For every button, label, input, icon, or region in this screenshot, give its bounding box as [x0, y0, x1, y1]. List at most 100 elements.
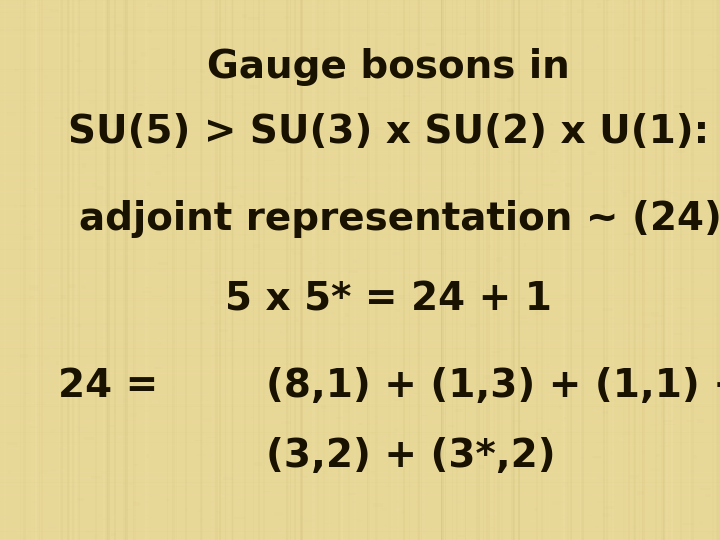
FancyBboxPatch shape — [452, 0, 453, 540]
FancyBboxPatch shape — [253, 0, 254, 540]
FancyBboxPatch shape — [611, 0, 614, 540]
FancyBboxPatch shape — [606, 0, 608, 540]
FancyBboxPatch shape — [105, 0, 108, 540]
FancyBboxPatch shape — [534, 0, 536, 540]
FancyBboxPatch shape — [338, 0, 341, 540]
FancyBboxPatch shape — [0, 392, 720, 393]
FancyBboxPatch shape — [490, 0, 492, 540]
FancyBboxPatch shape — [680, 0, 682, 540]
FancyBboxPatch shape — [461, 0, 463, 540]
Text: (3,2) + (3*,2): (3,2) + (3*,2) — [266, 437, 556, 475]
FancyBboxPatch shape — [489, 0, 492, 540]
FancyBboxPatch shape — [498, 0, 500, 540]
FancyBboxPatch shape — [0, 220, 720, 222]
FancyBboxPatch shape — [0, 36, 720, 37]
FancyBboxPatch shape — [177, 0, 179, 540]
FancyBboxPatch shape — [0, 53, 720, 55]
FancyBboxPatch shape — [0, 9, 720, 10]
FancyBboxPatch shape — [0, 427, 720, 428]
FancyBboxPatch shape — [69, 0, 70, 540]
FancyBboxPatch shape — [662, 0, 665, 540]
FancyBboxPatch shape — [477, 0, 479, 540]
FancyBboxPatch shape — [562, 0, 564, 540]
FancyBboxPatch shape — [0, 153, 720, 154]
FancyBboxPatch shape — [0, 69, 720, 70]
FancyBboxPatch shape — [0, 482, 720, 483]
FancyBboxPatch shape — [536, 0, 538, 540]
FancyBboxPatch shape — [0, 174, 720, 176]
FancyBboxPatch shape — [133, 0, 135, 540]
Text: Gauge bosons in: Gauge bosons in — [207, 49, 570, 86]
FancyBboxPatch shape — [333, 0, 336, 540]
FancyBboxPatch shape — [0, 208, 720, 210]
FancyBboxPatch shape — [676, 0, 678, 540]
FancyBboxPatch shape — [39, 0, 40, 540]
FancyBboxPatch shape — [69, 0, 71, 540]
FancyBboxPatch shape — [0, 355, 720, 356]
FancyBboxPatch shape — [377, 0, 378, 540]
FancyBboxPatch shape — [0, 519, 720, 520]
FancyBboxPatch shape — [0, 0, 720, 1]
FancyBboxPatch shape — [0, 369, 720, 370]
FancyBboxPatch shape — [0, 494, 720, 495]
Text: adjoint representation ~ (24): adjoint representation ~ (24) — [79, 200, 720, 238]
FancyBboxPatch shape — [225, 0, 227, 540]
FancyBboxPatch shape — [300, 0, 302, 540]
FancyBboxPatch shape — [466, 0, 467, 540]
FancyBboxPatch shape — [671, 0, 673, 540]
FancyBboxPatch shape — [441, 0, 444, 540]
FancyBboxPatch shape — [321, 0, 323, 540]
FancyBboxPatch shape — [671, 0, 673, 540]
FancyBboxPatch shape — [76, 0, 77, 540]
FancyBboxPatch shape — [0, 445, 720, 446]
FancyBboxPatch shape — [314, 0, 315, 540]
Text: (8,1) + (1,3) + (1,1) +: (8,1) + (1,3) + (1,1) + — [266, 367, 720, 405]
FancyBboxPatch shape — [662, 0, 664, 540]
FancyBboxPatch shape — [570, 0, 572, 540]
FancyBboxPatch shape — [312, 0, 315, 540]
FancyBboxPatch shape — [655, 0, 657, 540]
FancyBboxPatch shape — [341, 0, 343, 540]
FancyBboxPatch shape — [228, 0, 230, 540]
FancyBboxPatch shape — [75, 0, 77, 540]
FancyBboxPatch shape — [580, 0, 582, 540]
FancyBboxPatch shape — [420, 0, 422, 540]
FancyBboxPatch shape — [541, 0, 543, 540]
FancyBboxPatch shape — [642, 0, 643, 540]
FancyBboxPatch shape — [212, 0, 214, 540]
FancyBboxPatch shape — [0, 298, 720, 299]
FancyBboxPatch shape — [624, 0, 626, 540]
FancyBboxPatch shape — [174, 0, 175, 540]
FancyBboxPatch shape — [0, 29, 720, 31]
FancyBboxPatch shape — [323, 0, 325, 540]
FancyBboxPatch shape — [519, 0, 520, 540]
FancyBboxPatch shape — [375, 0, 377, 540]
FancyBboxPatch shape — [603, 0, 606, 540]
FancyBboxPatch shape — [483, 0, 485, 540]
FancyBboxPatch shape — [0, 403, 720, 404]
FancyBboxPatch shape — [609, 0, 611, 540]
FancyBboxPatch shape — [219, 0, 220, 540]
FancyBboxPatch shape — [0, 268, 720, 269]
FancyBboxPatch shape — [716, 0, 718, 540]
FancyBboxPatch shape — [114, 0, 115, 540]
FancyBboxPatch shape — [417, 0, 420, 540]
FancyBboxPatch shape — [0, 271, 720, 272]
FancyBboxPatch shape — [0, 477, 720, 478]
FancyBboxPatch shape — [0, 348, 720, 349]
FancyBboxPatch shape — [147, 0, 149, 540]
FancyBboxPatch shape — [581, 0, 584, 540]
FancyBboxPatch shape — [35, 0, 37, 540]
FancyBboxPatch shape — [320, 0, 322, 540]
FancyBboxPatch shape — [75, 0, 76, 540]
FancyBboxPatch shape — [441, 0, 442, 540]
FancyBboxPatch shape — [488, 0, 489, 540]
FancyBboxPatch shape — [441, 0, 442, 540]
FancyBboxPatch shape — [451, 0, 453, 540]
FancyBboxPatch shape — [361, 0, 364, 540]
FancyBboxPatch shape — [96, 0, 97, 540]
FancyBboxPatch shape — [0, 406, 720, 407]
FancyBboxPatch shape — [67, 0, 68, 540]
FancyBboxPatch shape — [666, 0, 669, 540]
FancyBboxPatch shape — [717, 0, 719, 540]
